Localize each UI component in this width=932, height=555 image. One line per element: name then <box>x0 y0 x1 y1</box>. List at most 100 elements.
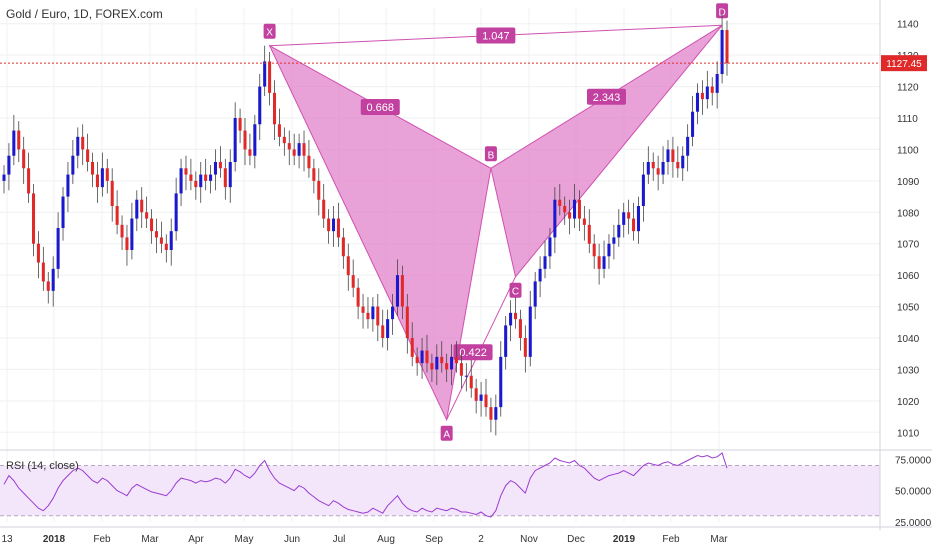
candle-body <box>233 118 237 162</box>
candle-body <box>381 325 385 338</box>
candle-body <box>597 256 601 269</box>
candle-body <box>582 218 586 225</box>
candle-body <box>474 388 478 401</box>
candle-body <box>307 155 311 169</box>
candle-body <box>327 218 331 232</box>
candle-body <box>538 268 542 282</box>
candle-body <box>695 92 700 112</box>
time-tick-label: 2019 <box>613 534 636 545</box>
price-tick-label: 1110 <box>897 114 918 125</box>
candle-body <box>454 356 459 364</box>
candle-body <box>725 30 729 64</box>
pattern-point-c: C <box>512 287 519 298</box>
time-tick-label: Nov <box>520 534 538 545</box>
candle-body <box>91 162 95 175</box>
candle-body <box>391 306 395 320</box>
price-tick-label: 1140 <box>897 20 919 31</box>
candle-body <box>617 224 621 238</box>
candle-body <box>592 243 596 257</box>
candle-body <box>282 136 286 144</box>
ratio-label: 2.343 <box>593 92 621 104</box>
candle-body <box>700 92 704 100</box>
candle-body <box>110 180 114 206</box>
candle-body <box>145 212 149 219</box>
candle-body <box>563 206 567 213</box>
rsi-title: RSI (14, close) <box>6 460 79 472</box>
candle-body <box>341 237 345 257</box>
candle-body <box>76 136 80 156</box>
candle-body <box>199 174 203 188</box>
price-tick-label: 1070 <box>897 240 920 251</box>
candle-body <box>332 218 336 232</box>
candle-body <box>95 174 99 188</box>
price-tick-label: 1020 <box>897 397 920 408</box>
candle-body <box>36 243 40 263</box>
candle-body <box>105 168 109 181</box>
candle-body <box>612 237 616 244</box>
candle-body <box>140 199 144 213</box>
candle-body <box>386 319 390 338</box>
candle-body <box>430 363 434 370</box>
candle-body <box>194 180 198 188</box>
time-tick-label: Mar <box>141 534 159 545</box>
time-tick-label: May <box>235 534 254 545</box>
candle-body <box>548 237 552 257</box>
time-tick-label: 2018 <box>43 534 66 545</box>
candle-body <box>213 162 218 175</box>
candle-body <box>253 124 257 156</box>
candle-body <box>277 124 281 137</box>
candle-body <box>179 168 183 194</box>
candle-body <box>646 162 650 175</box>
candle-body <box>450 356 454 370</box>
candle-body <box>86 149 90 162</box>
candle-body <box>494 407 498 420</box>
candle-body <box>602 256 606 269</box>
candle-body <box>61 196 65 228</box>
candle-body <box>164 243 168 250</box>
candle-body <box>174 193 178 232</box>
candle-body <box>287 143 291 150</box>
candle-body <box>410 338 414 357</box>
candle-body <box>671 149 675 162</box>
candle-body <box>651 162 655 169</box>
candle-body <box>627 212 631 219</box>
rsi-tick-label: 50.0000 <box>895 487 932 498</box>
candle-body <box>272 92 277 125</box>
candle-body <box>17 130 21 150</box>
time-tick-label: Mar <box>710 534 728 545</box>
candle-body <box>159 237 163 244</box>
candle-body <box>209 174 213 181</box>
candle-body <box>558 199 562 206</box>
chart-title: Gold / Euro, 1D, FOREX.com <box>6 7 163 21</box>
candle-body <box>7 155 11 175</box>
pattern-point-bg <box>263 23 276 39</box>
harmonic-pattern[interactable]: 1.047 0.668 2.343 0.422 X A B C D <box>263 3 729 441</box>
candle-body <box>622 212 626 225</box>
candle-body <box>513 312 518 320</box>
candle-body <box>573 199 577 219</box>
candle-body <box>686 136 690 156</box>
candle-body <box>27 168 31 194</box>
time-tick-label: Sep <box>425 534 443 545</box>
candle-body <box>656 168 660 175</box>
candle-body <box>425 350 429 364</box>
candle-body <box>238 118 242 131</box>
candle-body <box>484 394 488 408</box>
candle-body <box>218 162 222 169</box>
ratio-label: 0.668 <box>366 102 394 114</box>
candle-body <box>395 275 399 307</box>
time-tick-label: Feb <box>93 534 111 545</box>
candle-body <box>66 174 70 197</box>
candle-body <box>435 356 439 370</box>
candle-body <box>31 193 36 244</box>
price-tick-label: 1090 <box>897 177 920 188</box>
time-tick-label: 13 <box>1 534 13 545</box>
price-tick-label: 1120 <box>897 83 919 94</box>
pattern-point-bg <box>484 146 497 162</box>
candle-body <box>676 162 680 169</box>
candle-body <box>366 312 370 320</box>
price-tick-label: 1040 <box>897 334 920 345</box>
candle-body <box>351 275 355 288</box>
candle-body <box>710 86 714 93</box>
